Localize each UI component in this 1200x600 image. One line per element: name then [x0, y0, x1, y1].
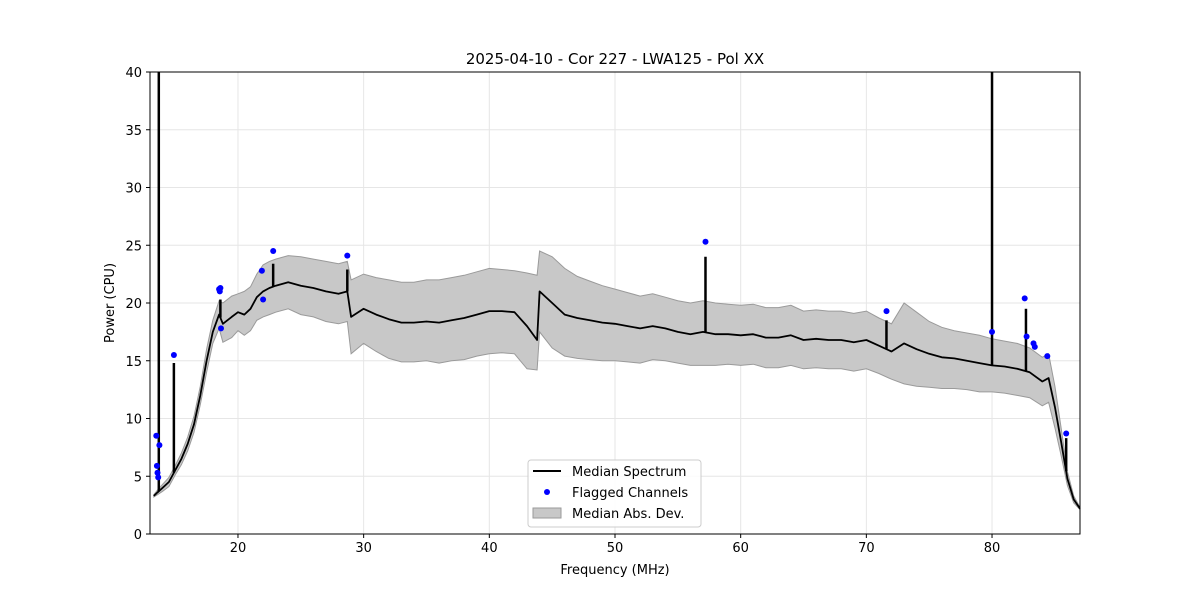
x-tick-label: 60: [732, 541, 749, 556]
flagged-channel-point: [1031, 343, 1038, 350]
legend-flagged-label: Flagged Channels: [572, 486, 688, 501]
flagged-points-layer: [153, 238, 1070, 481]
x-tick-label: 20: [230, 541, 247, 556]
flagged-channel-point: [170, 352, 177, 358]
x-tick-label: 40: [481, 541, 498, 556]
y-tick-label: 30: [125, 182, 142, 197]
axes: 20 30 40 50 60 70 80 0 5 10 15 20 25 30 35 40: [125, 66, 1000, 556]
y-tick-label: 5: [134, 470, 142, 485]
flagged-channel-point: [154, 469, 161, 476]
x-tick-label: 50: [607, 541, 624, 556]
x-tick-label: 30: [355, 541, 372, 556]
flagged-channel-point: [270, 248, 277, 254]
legend: Median Spectrum Flagged Channels Median …: [527, 459, 702, 528]
y-tick-label: 40: [125, 66, 142, 81]
flagged-channel-point: [153, 432, 160, 439]
median-line-layer: [153, 72, 1081, 510]
flagged-channel-point: [1023, 333, 1030, 340]
flagged-channel-point: [702, 238, 709, 245]
y-tick-label: 20: [125, 297, 142, 312]
legend-median-label: Median Spectrum: [572, 465, 686, 480]
flagged-channel-point: [218, 325, 224, 332]
flagged-channel-point: [217, 285, 224, 291]
y-tick-label: 10: [125, 413, 142, 428]
y-axis-label: Power (CPU): [103, 263, 118, 343]
flagged-channel-point: [260, 296, 267, 303]
y-tick-label: 0: [134, 528, 142, 543]
flagged-channel-point: [153, 462, 160, 469]
x-tick-label: 70: [858, 541, 875, 556]
y-tick-label: 35: [125, 124, 142, 139]
y-tick-label: 25: [125, 239, 142, 254]
legend-box: [527, 459, 702, 528]
flagged-channel-point: [989, 328, 995, 335]
median-spectrum-line: [153, 281, 1081, 510]
flagged-channel-point: [1063, 430, 1070, 437]
chart-title: 2025-04-10 - Cor 227 - LWA125 - Pol XX: [466, 50, 764, 68]
y-tick-label: 15: [125, 355, 142, 370]
legend-mad-label: Median Abs. Dev.: [572, 507, 684, 522]
x-tick-label: 80: [984, 541, 1001, 556]
flagged-channel-point: [155, 474, 162, 481]
flagged-channel-point: [344, 252, 351, 259]
flagged-channel-point: [156, 442, 163, 449]
flagged-channel-point: [1021, 295, 1028, 302]
flagged-channel-point: [258, 267, 265, 274]
legend-flagged-swatch: [544, 489, 550, 495]
legend-mad-swatch: [532, 507, 562, 519]
flagged-channel-point: [1044, 353, 1051, 360]
flagged-channel-point: [883, 308, 890, 315]
x-axis-label: Frequency (MHz): [560, 563, 669, 578]
